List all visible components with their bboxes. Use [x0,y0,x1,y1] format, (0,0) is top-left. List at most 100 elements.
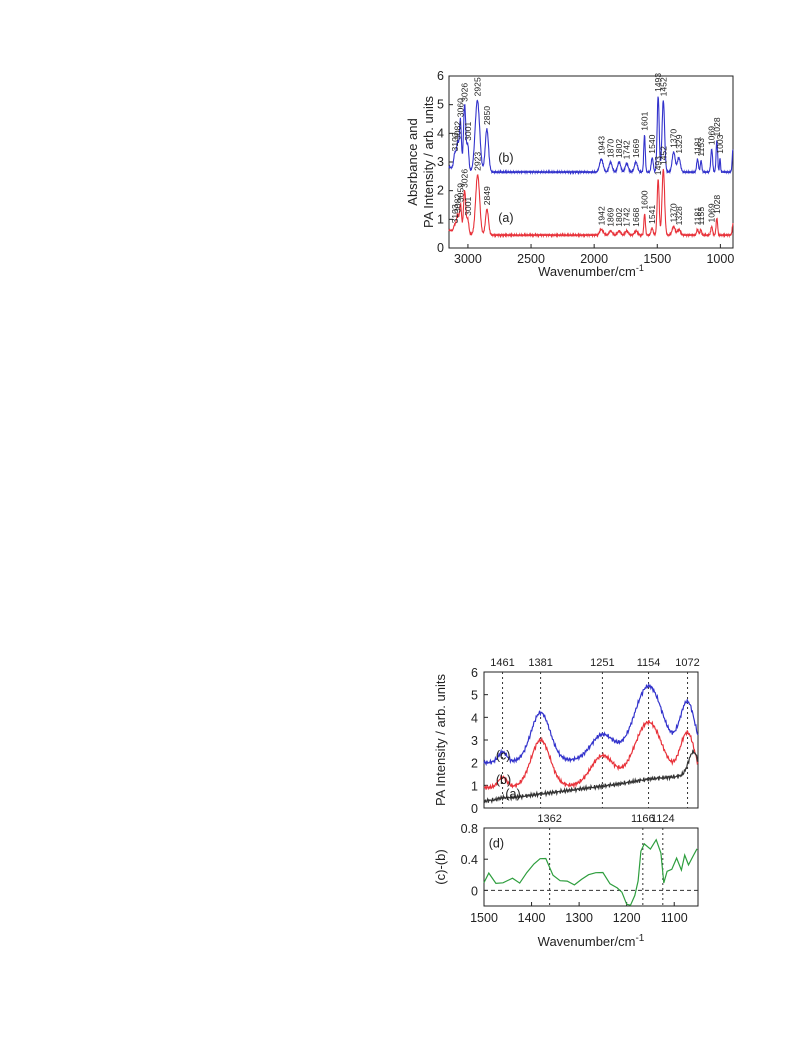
x-tick-label: 1500 [470,911,498,925]
y-tick-label: 5 [437,98,444,112]
y-tick-label: 0 [437,241,444,255]
peak-label: 1069 [707,126,717,145]
chart1-frame [448,75,734,249]
y-tick-label: 6 [471,666,478,680]
series-c-label: (c) [496,748,511,762]
peak-label: 2850 [482,106,492,125]
spectrum-line-b [448,96,734,175]
peak-label: 1669 [631,139,641,158]
y-tick-label: 3 [471,734,478,748]
spectrum-line-a [483,749,699,804]
peak-label: 1153 [696,138,706,157]
peak-label: 1802 [614,139,624,158]
peak-label: 3026 [460,83,470,102]
peak-label: 1742 [622,207,632,226]
peak-label: 2925 [472,77,482,96]
peak-label: 1328 [674,206,684,225]
peak-label: 1668 [631,207,641,226]
peak-label: 1028 [712,117,722,136]
peak-label: 1600 [640,190,650,209]
peak-label: 1540 [647,134,657,153]
peak-label: 1869 [606,207,616,226]
peak-label: 3103 [450,204,460,223]
chart1-y-axis-label-line2: PA Intensity / arb. units [421,96,436,228]
x-tick-label: 2500 [517,252,545,266]
peak-label: 1601 [640,111,650,130]
peak-label: 1802 [614,207,624,226]
chart1-x-axis-label: Wavenumber/cm-1 [538,263,644,279]
peak-label: 1155 [696,207,706,226]
peak-label: 1943 [596,136,606,155]
peak-label: 2923 [473,152,483,171]
series-b-label: (b) [496,773,511,787]
spectrum-line-d [483,838,698,906]
peak-label: 3059 [455,183,465,202]
y-tick-label: 2 [437,184,444,198]
peak-label: 1461 [490,657,514,669]
peak-label: 1493 [653,73,663,92]
peak-label: 1541 [647,205,657,224]
pa-spectra-zoom-chart: 0 1 2 3 4 5 6 1461 1381 1251 1154 1072 (c) (b) (a)… [433,657,700,816]
peak-label: 1028 [712,195,722,214]
x-tick-label: 1200 [613,911,641,925]
peak-label: 3082 [453,121,463,140]
peak-label: 1154 [637,657,661,669]
y-tick-label: 5 [471,689,478,703]
y-tick-label: 0.8 [461,822,478,836]
y-tick-label: 0 [471,802,478,816]
y-tick-label: 0.4 [461,853,478,867]
series-a-label: (a) [505,787,520,801]
series-a-label: (a) [498,211,513,225]
peak-label: 1381 [528,657,552,669]
peak-label: 1362 [537,813,561,825]
spectrum-line-c [483,682,699,767]
chart3-y-axis-label: (c)-(b) [433,849,448,884]
peak-label: 1181 [693,207,703,226]
y-tick-label: 4 [471,711,478,725]
spectrum-line-a [448,168,734,239]
peak-label: 1370 [669,203,679,222]
series-d-label: (d) [489,837,504,851]
x-tick-label: 1000 [706,252,734,266]
chart2-y-axis-label: PA Intensity / arb. units [433,674,448,806]
peak-label: 3103 [450,132,460,151]
peak-label: 3001 [463,121,473,140]
peak-label: 1003 [715,134,725,153]
peak-label: 1166 [631,813,655,825]
peak-label: 3082 [453,194,463,213]
spectrum-line-b [483,720,699,791]
x-tick-label: 2000 [580,252,608,266]
y-tick-label: 2 [471,757,478,771]
peak-label: 3001 [463,197,473,216]
peak-label: 1742 [622,140,632,159]
chart3-x-axis-label: Wavenumber/cm-1 [538,933,645,949]
peak-label: 1452 [658,146,668,165]
y-tick-label: 1 [471,779,478,793]
x-tick-label: 1400 [518,911,546,925]
y-tick-label: 0 [471,884,478,898]
series-b-label: (b) [498,151,513,165]
peak-label: 1452 [658,77,668,96]
x-tick-label: 3000 [454,252,482,266]
peak-label: 1251 [590,657,614,669]
peak-label: 1329 [674,134,684,153]
peak-label: 1072 [675,657,699,669]
peak-label: 1870 [606,139,616,158]
peak-label: 2849 [482,186,492,205]
peak-label: 3026 [460,169,470,188]
peak-label: 1124 [651,813,675,825]
peak-label: 3060 [455,98,465,117]
y-tick-label: 4 [437,126,444,140]
x-tick-label: 1100 [661,911,688,925]
peak-label: 1942 [596,206,606,225]
difference-spectrum-chart: 0 0.4 0.8 1500 1400 1300 1200 1100 1362 11661124… [433,813,699,949]
peak-label: 1181 [693,136,703,155]
chart1-y-axis-label-line1: Absrbance and [405,118,420,205]
peak-label: 1069 [707,203,717,222]
y-tick-label: 6 [437,69,444,83]
chart3-frame [483,827,699,907]
y-tick-label: 3 [437,155,444,169]
y-tick-label: 1 [437,212,444,226]
